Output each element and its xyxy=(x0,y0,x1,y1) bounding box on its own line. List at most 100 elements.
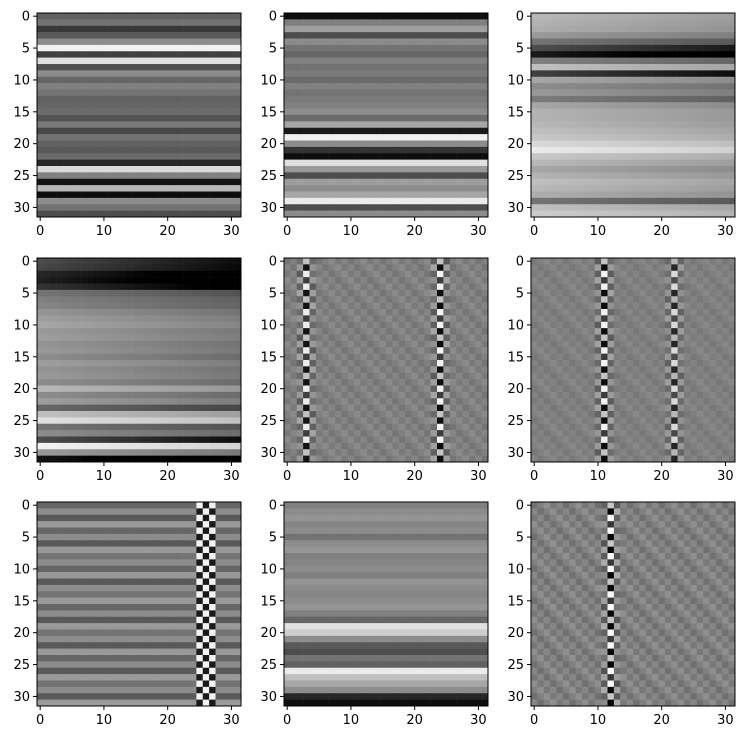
heatmap-cell xyxy=(341,51,348,58)
heatmap-cell xyxy=(437,121,444,128)
heatmap-cell xyxy=(684,147,691,154)
heatmap-cell xyxy=(222,51,229,58)
heatmap-cell xyxy=(437,58,444,65)
heatmap-cell xyxy=(120,430,127,437)
heatmap-cell xyxy=(37,430,44,437)
heatmap-cell xyxy=(133,211,140,218)
heatmap-cell xyxy=(418,121,425,128)
heatmap-cell xyxy=(126,449,133,456)
heatmap-cell xyxy=(329,160,336,167)
heatmap-cell xyxy=(354,147,361,154)
heatmap-cell xyxy=(531,198,538,205)
heatmap-cell xyxy=(418,185,425,192)
heatmap-cell xyxy=(177,51,184,58)
heatmap-cell xyxy=(588,77,595,84)
heatmap-cell xyxy=(437,354,444,361)
heatmap-cell xyxy=(550,153,557,160)
heatmap-cell xyxy=(646,134,653,141)
heatmap-cell xyxy=(456,315,463,322)
heatmap-cell xyxy=(361,347,368,354)
heatmap-cell xyxy=(335,386,342,393)
heatmap-cell xyxy=(582,51,589,58)
heatmap-cell xyxy=(608,134,615,141)
heatmap-cell xyxy=(443,198,450,205)
heatmap-cell xyxy=(373,141,380,148)
heatmap-cell xyxy=(386,322,393,329)
heatmap-cell xyxy=(203,77,210,84)
heatmap-cell xyxy=(165,271,172,278)
heatmap-cell xyxy=(94,166,101,173)
heatmap-cell xyxy=(716,109,723,116)
heatmap-cell xyxy=(322,70,329,77)
heatmap-cell xyxy=(203,19,210,26)
heatmap-cell xyxy=(94,277,101,284)
heatmap-cell xyxy=(216,354,223,361)
heatmap-cell xyxy=(316,115,323,122)
heatmap-cell xyxy=(50,360,57,367)
heatmap-cell xyxy=(284,121,291,128)
heatmap-cell xyxy=(316,141,323,148)
heatmap-cell xyxy=(203,424,210,431)
heatmap-cell xyxy=(399,379,406,386)
heatmap-cell xyxy=(354,264,361,271)
heatmap-cell xyxy=(69,58,76,65)
heatmap-cell xyxy=(399,115,406,122)
heatmap-cell xyxy=(412,405,419,412)
heatmap-cell xyxy=(203,39,210,46)
heatmap-cell xyxy=(456,70,463,77)
heatmap-cell xyxy=(722,39,729,46)
heatmap-cell xyxy=(50,19,57,26)
heatmap-cell xyxy=(348,386,355,393)
heatmap-cell xyxy=(392,19,399,26)
heatmap-cell xyxy=(190,153,197,160)
heatmap-cell xyxy=(310,45,317,52)
heatmap-cell xyxy=(190,13,197,20)
heatmap-cell xyxy=(222,296,229,303)
heatmap-cell xyxy=(158,77,165,84)
heatmap-cell xyxy=(139,315,146,322)
heatmap-cell xyxy=(303,204,310,211)
heatmap-cell xyxy=(63,211,70,218)
heatmap-cell xyxy=(63,392,70,399)
heatmap-cell xyxy=(222,83,229,90)
heatmap-cell xyxy=(69,417,76,424)
heatmap-cell xyxy=(671,198,678,205)
heatmap-cell xyxy=(126,39,133,46)
heatmap-cell xyxy=(139,303,146,310)
heatmap-cell xyxy=(43,392,50,399)
heatmap-cell xyxy=(177,211,184,218)
heatmap-cell xyxy=(424,405,431,412)
heatmap-cell xyxy=(367,90,374,97)
heatmap-cell xyxy=(50,437,57,444)
heatmap-cell xyxy=(107,309,114,316)
heatmap-cell xyxy=(101,45,108,52)
heatmap-cell xyxy=(652,58,659,65)
heatmap-cell xyxy=(56,443,63,450)
heatmap-cell xyxy=(392,166,399,173)
heatmap-cell xyxy=(222,13,229,20)
heatmap-cell xyxy=(463,354,470,361)
heatmap-cell xyxy=(216,379,223,386)
heatmap-cell xyxy=(69,264,76,271)
heatmap-cell xyxy=(107,77,114,84)
heatmap-cell xyxy=(697,179,704,186)
heatmap-cell xyxy=(209,411,216,418)
heatmap-cell xyxy=(37,335,44,342)
heatmap-cell xyxy=(469,290,476,297)
heatmap-cell xyxy=(437,303,444,310)
heatmap-cell xyxy=(196,13,203,20)
heatmap-cell xyxy=(37,379,44,386)
heatmap-cell xyxy=(228,51,235,58)
heatmap-cell xyxy=(152,347,159,354)
heatmap-cell xyxy=(557,166,564,173)
heatmap-cell xyxy=(697,172,704,179)
heatmap-cell xyxy=(608,13,615,20)
heatmap-cell xyxy=(190,204,197,211)
heatmap-cell xyxy=(646,115,653,122)
heatmap-cell xyxy=(456,264,463,271)
heatmap-cell xyxy=(69,379,76,386)
heatmap-cell xyxy=(133,128,140,135)
heatmap-cell xyxy=(595,166,602,173)
heatmap-cell xyxy=(716,121,723,128)
heatmap-cell xyxy=(469,185,476,192)
